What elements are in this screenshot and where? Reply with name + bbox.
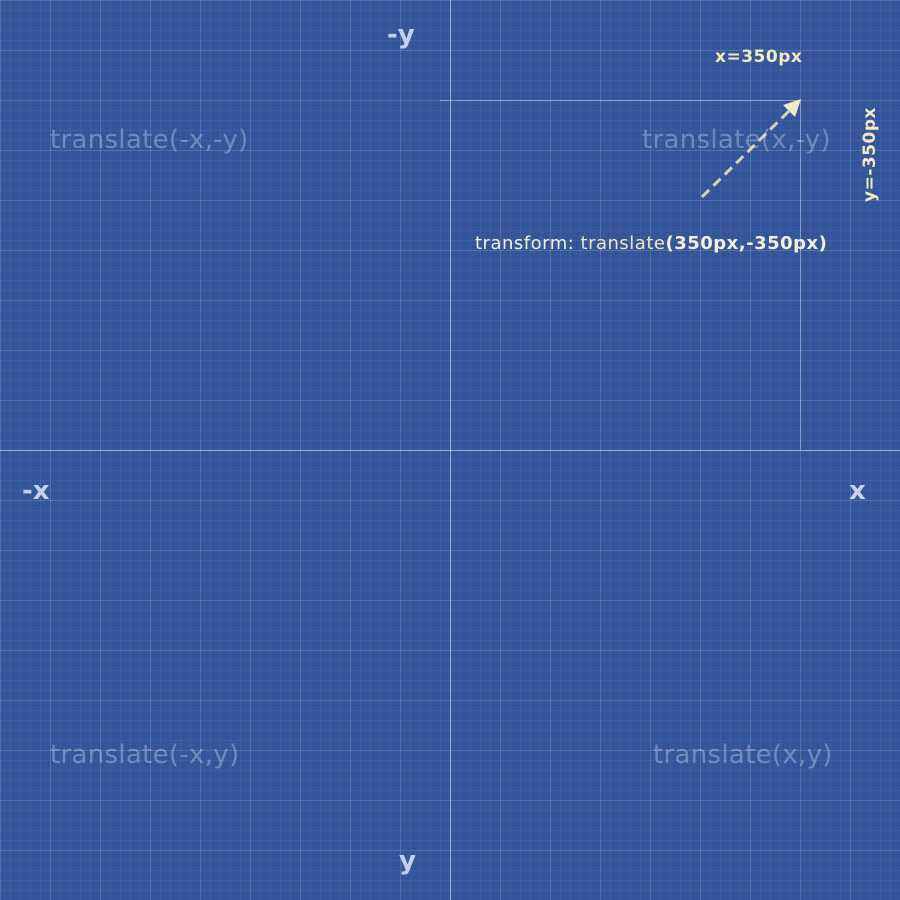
pos-y-axis-label: y — [399, 846, 416, 876]
quadrant-label-top-left: translate(-x,-y) — [50, 125, 249, 155]
code-prefix: transform: — [475, 233, 581, 254]
translate-arrow-line — [700, 108, 792, 199]
neg-x-axis-label: -x — [22, 476, 50, 506]
y-guide-line — [800, 100, 801, 450]
quadrant-label-top-right: translate(x,-y) — [642, 125, 831, 155]
x-value-label: x=350px — [715, 47, 803, 67]
x-guide-line — [440, 100, 800, 101]
code-arguments: (350px,-350px) — [665, 233, 828, 254]
quadrant-label-bottom-right: translate(x,y) — [653, 740, 833, 770]
pos-x-axis-label: x — [849, 476, 866, 506]
quadrant-label-bottom-left: translate(-x,y) — [50, 740, 240, 770]
y-axis-line — [450, 0, 451, 900]
translate-arrowhead — [783, 99, 801, 117]
x-axis-line — [0, 450, 900, 451]
y-value-label: y=-350px — [860, 106, 880, 202]
code-function-name: translate — [580, 233, 666, 254]
transform-code-label: transform: translate(350px,-350px) — [475, 235, 827, 253]
neg-y-axis-label: -y — [387, 20, 415, 50]
